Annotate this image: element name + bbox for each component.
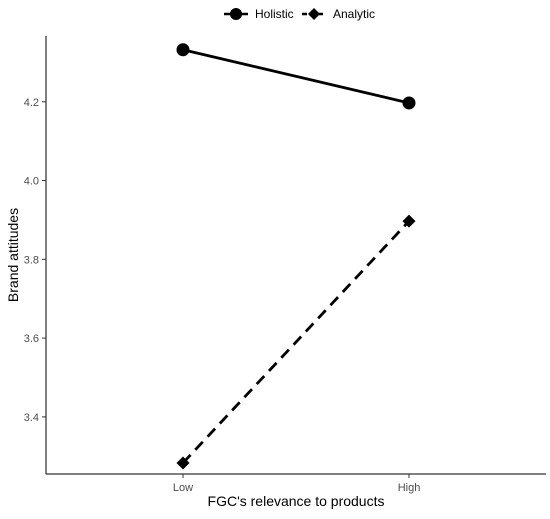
y-axis-title: Brand attitudes — [5, 208, 21, 302]
legend-item-holistic: Holistic — [224, 7, 294, 21]
y-tick-label: 4.2 — [24, 97, 39, 109]
y-axis-ticks: 3.4 3.6 3.8 4.0 4.2 — [24, 97, 46, 424]
legend-holistic-marker — [230, 8, 242, 20]
legend-holistic-label: Holistic — [255, 7, 294, 21]
y-tick-label: 4.0 — [24, 176, 39, 188]
y-tick-label: 3.6 — [24, 333, 39, 345]
data-point-analytic-high — [402, 214, 416, 228]
y-tick-label: 3.8 — [24, 254, 39, 266]
legend-analytic-marker — [308, 8, 320, 20]
series-line-analytic — [181, 220, 411, 464]
y-tick-label: 3.4 — [24, 412, 39, 424]
legend-item-analytic: Analytic — [302, 7, 375, 21]
legend: Holistic Analytic — [224, 7, 375, 21]
x-axis-title: FGC's relevance to products — [208, 493, 385, 509]
data-point-holistic-low — [176, 43, 190, 57]
data-point-holistic-high — [402, 96, 416, 110]
x-axis-ticks: Low High — [173, 474, 420, 494]
series-line-holistic — [182, 48, 410, 105]
x-tick-label: High — [398, 482, 421, 494]
series-layer — [176, 43, 416, 470]
legend-analytic-label: Analytic — [333, 7, 375, 21]
data-point-analytic-low — [176, 456, 190, 470]
x-tick-label: Low — [173, 482, 193, 494]
